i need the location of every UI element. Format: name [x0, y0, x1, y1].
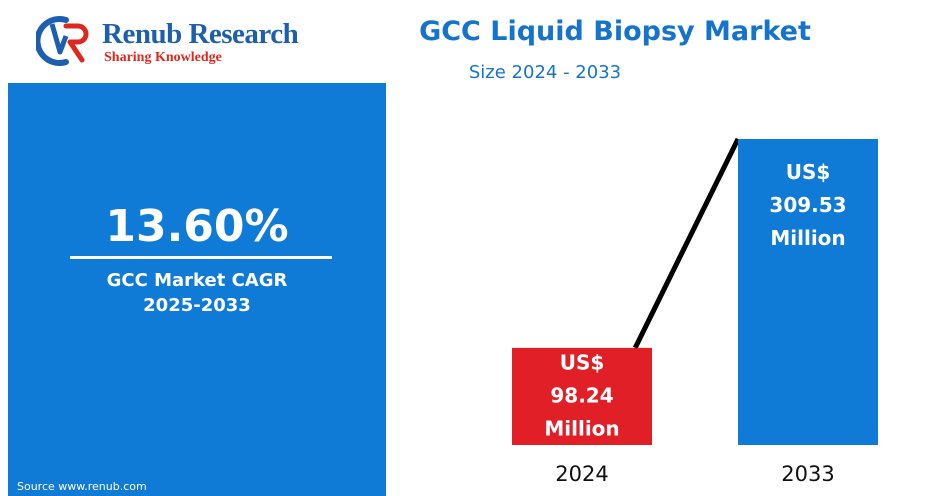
brand-name: Renub Research	[102, 18, 299, 50]
cagr-label-line1: GCC Market CAGR	[106, 270, 288, 291]
cagr-label-line2: 2025-2033	[143, 295, 251, 316]
cagr-value: 13.60%	[105, 201, 289, 252]
renub-logo: Renub Research Sharing Knowledge	[36, 14, 336, 72]
data-label-2024-line2: 98.24	[550, 383, 613, 407]
cagr-label: GCC Market CAGR 2025-2033	[8, 268, 386, 318]
trend-line	[632, 137, 741, 349]
brand-tagline: Sharing Knowledge	[104, 50, 222, 65]
source-note: Source www.renub.com	[17, 480, 147, 493]
chart-subtitle: Size 2024 - 2033	[468, 62, 622, 83]
data-label-2024-line3: Million	[544, 416, 619, 440]
data-label-2033-line2: 309.53	[769, 193, 846, 217]
data-label-2024-line1: US$	[560, 350, 605, 374]
chart-title: GCC Liquid Biopsy Market	[419, 16, 811, 47]
cagr-divider	[70, 256, 332, 259]
x-tick-2033: 2033	[781, 462, 834, 486]
cagr-panel: 13.60% GCC Market CAGR 2025-2033 Source …	[8, 83, 386, 496]
bar-2024	[512, 347, 652, 445]
data-label-2033-line1: US$	[786, 160, 831, 184]
x-tick-2024: 2024	[555, 462, 608, 486]
data-label-2033-line3: Million	[770, 226, 845, 250]
bar-2033	[738, 139, 878, 445]
renub-logo-mark	[36, 16, 89, 66]
